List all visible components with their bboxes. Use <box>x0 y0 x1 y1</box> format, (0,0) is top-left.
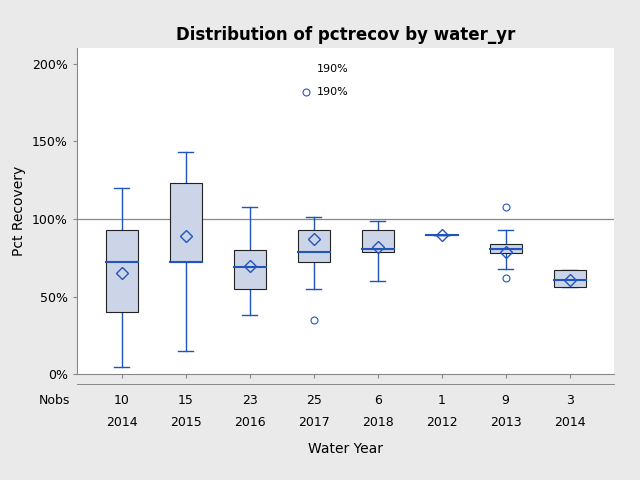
Bar <box>298 230 330 263</box>
Text: 190%: 190% <box>317 86 349 96</box>
Text: 2016: 2016 <box>234 416 266 429</box>
Text: 2012: 2012 <box>426 416 458 429</box>
Text: 6: 6 <box>374 394 381 408</box>
Bar <box>170 183 202 263</box>
Text: Nobs: Nobs <box>39 394 70 408</box>
Bar <box>554 270 586 288</box>
Text: 190%: 190% <box>317 64 349 74</box>
Text: 10: 10 <box>114 394 129 408</box>
Y-axis label: Pct Recovery: Pct Recovery <box>12 166 26 256</box>
Title: Distribution of pctrecov by water_yr: Distribution of pctrecov by water_yr <box>176 25 515 44</box>
Text: 25: 25 <box>306 394 321 408</box>
Text: 2013: 2013 <box>490 416 522 429</box>
Bar <box>234 250 266 289</box>
Text: 1: 1 <box>438 394 445 408</box>
Text: Water Year: Water Year <box>308 442 383 456</box>
Text: 2018: 2018 <box>362 416 394 429</box>
Text: 2015: 2015 <box>170 416 202 429</box>
Text: 2017: 2017 <box>298 416 330 429</box>
Text: 2014: 2014 <box>106 416 138 429</box>
Text: 15: 15 <box>178 394 193 408</box>
Bar <box>490 244 522 253</box>
Bar <box>106 230 138 312</box>
Text: 2014: 2014 <box>554 416 586 429</box>
Text: 23: 23 <box>242 394 257 408</box>
Bar <box>362 230 394 252</box>
Text: 9: 9 <box>502 394 509 408</box>
Text: 3: 3 <box>566 394 573 408</box>
